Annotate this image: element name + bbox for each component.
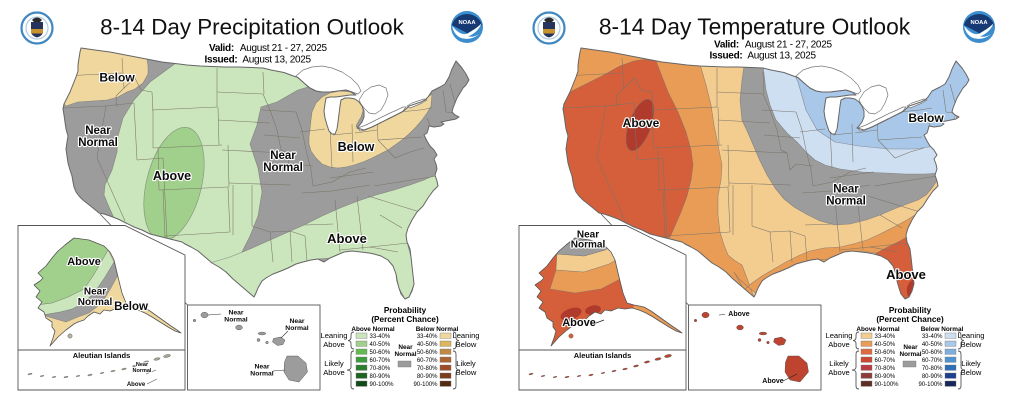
svg-text:Above: Above: [762, 378, 784, 385]
svg-text:Near: Near: [903, 344, 918, 351]
svg-text:Probability: Probability: [889, 306, 932, 315]
svg-text:Above: Above: [323, 340, 345, 349]
svg-text:Leaning: Leaning: [452, 331, 479, 340]
svg-text:Leaning: Leaning: [957, 331, 984, 340]
svg-text:Above: Above: [562, 317, 596, 329]
svg-text:33-40%: 33-40%: [875, 334, 896, 340]
svg-text:Below: Below: [961, 340, 982, 349]
svg-text:Normal: Normal: [133, 368, 152, 374]
svg-text:NOAA: NOAA: [970, 20, 988, 26]
svg-text:90-100%: 90-100%: [413, 382, 438, 388]
svg-text:(Percent Chance): (Percent Chance): [876, 315, 944, 324]
svg-text:70-80%: 70-80%: [875, 366, 896, 372]
svg-text:Above: Above: [828, 368, 850, 377]
svg-text:Valid:August 21 - 27, 2025: Valid: August 21 - 27, 2025: [714, 40, 832, 51]
svg-text:Above: Above: [728, 311, 750, 318]
svg-text:Below: Below: [961, 368, 982, 377]
svg-text:Normal: Normal: [78, 297, 113, 308]
svg-text:(Percent Chance): (Percent Chance): [371, 315, 439, 324]
svg-text:Below: Below: [114, 301, 148, 313]
svg-text:Above: Above: [327, 231, 367, 246]
svg-text:Normal: Normal: [826, 196, 866, 208]
svg-text:Normal: Normal: [250, 371, 274, 378]
svg-text:Above: Above: [886, 267, 926, 282]
svg-text:33-40%: 33-40%: [417, 334, 438, 340]
svg-text:33-40%: 33-40%: [370, 334, 391, 340]
svg-text:80-90%: 80-90%: [875, 374, 896, 380]
svg-text:Likely: Likely: [961, 359, 981, 368]
svg-text:70-80%: 70-80%: [922, 366, 943, 372]
svg-text:Likely: Likely: [456, 359, 476, 368]
svg-text:50-60%: 50-60%: [922, 350, 943, 356]
svg-text:Normal: Normal: [263, 162, 303, 174]
svg-text:NOAA: NOAA: [458, 20, 476, 26]
svg-text:Near: Near: [254, 364, 269, 371]
svg-text:50-60%: 50-60%: [875, 350, 896, 356]
svg-text:60-70%: 60-70%: [922, 358, 943, 364]
svg-text:Near: Near: [289, 318, 304, 325]
svg-text:8-14 Day Temperature Outlook: 8-14 Day Temperature Outlook: [599, 14, 911, 40]
svg-text:Normal: Normal: [571, 240, 606, 251]
svg-text:Normal: Normal: [394, 351, 416, 358]
svg-text:Above: Above: [153, 169, 191, 183]
svg-text:Above: Above: [828, 340, 850, 349]
svg-text:Below: Below: [456, 340, 477, 349]
svg-text:90-100%: 90-100%: [370, 382, 395, 388]
svg-text:90-100%: 90-100%: [875, 382, 900, 388]
svg-text:33-40%: 33-40%: [922, 334, 943, 340]
svg-text:80-90%: 80-90%: [417, 374, 438, 380]
svg-text:60-70%: 60-70%: [417, 358, 438, 364]
svg-text:40-50%: 40-50%: [370, 342, 391, 348]
svg-text:Likely: Likely: [829, 359, 849, 368]
svg-text:80-90%: 80-90%: [922, 374, 943, 380]
svg-text:Near: Near: [228, 310, 243, 317]
svg-text:40-50%: 40-50%: [922, 342, 943, 348]
svg-text:Below: Below: [908, 111, 944, 125]
svg-text:Near: Near: [84, 287, 106, 298]
svg-text:Below: Below: [338, 140, 375, 154]
svg-text:Below: Below: [99, 71, 135, 85]
svg-text:Near: Near: [833, 184, 859, 196]
svg-text:Near: Near: [85, 125, 111, 137]
svg-text:60-70%: 60-70%: [875, 358, 896, 364]
svg-text:Above: Above: [67, 256, 101, 268]
svg-text:Leaning: Leaning: [825, 331, 852, 340]
svg-text:Leaning: Leaning: [320, 331, 347, 340]
svg-text:50-60%: 50-60%: [370, 350, 391, 356]
svg-text:60-70%: 60-70%: [370, 358, 391, 364]
svg-text:70-80%: 70-80%: [370, 366, 391, 372]
svg-text:Above: Above: [323, 368, 345, 377]
svg-text:Near: Near: [398, 344, 413, 351]
svg-text:Below: Below: [456, 368, 477, 377]
svg-text:Probability: Probability: [384, 306, 427, 315]
svg-text:40-50%: 40-50%: [417, 342, 438, 348]
svg-text:Above: Above: [127, 382, 146, 388]
svg-text:Normal: Normal: [224, 317, 248, 324]
svg-text:70-80%: 70-80%: [417, 366, 438, 372]
svg-text:80-90%: 80-90%: [370, 374, 391, 380]
svg-text:40-50%: 40-50%: [875, 342, 896, 348]
svg-text:Below Normal: Below Normal: [921, 326, 964, 333]
svg-text:Near: Near: [270, 150, 296, 162]
svg-text:Aleutian Islands: Aleutian Islands: [73, 351, 131, 360]
svg-text:Normal: Normal: [285, 325, 309, 332]
svg-text:Aleutian Islands: Aleutian Islands: [574, 351, 632, 360]
svg-text:Above Normal: Above Normal: [856, 326, 900, 333]
svg-text:Near: Near: [577, 230, 599, 241]
svg-text:Above: Above: [623, 116, 660, 130]
svg-text:Issued:August 13, 2025: Issued: August 13, 2025: [205, 55, 312, 66]
svg-text:Below Normal: Below Normal: [416, 326, 459, 333]
svg-text:Normal: Normal: [78, 137, 118, 149]
svg-text:8-14 Day Precipitation Outlook: 8-14 Day Precipitation Outlook: [100, 15, 404, 40]
svg-text:Likely: Likely: [324, 359, 344, 368]
svg-text:50-60%: 50-60%: [417, 350, 438, 356]
svg-text:Valid:August 21 - 27, 2025: Valid: August 21 - 27, 2025: [209, 43, 327, 54]
svg-text:Normal: Normal: [899, 351, 921, 358]
svg-text:Issued:August 13, 2025: Issued: August 13, 2025: [710, 51, 817, 62]
svg-text:Near: Near: [136, 362, 149, 368]
svg-text:Above Normal: Above Normal: [351, 326, 395, 333]
svg-text:90-100%: 90-100%: [918, 382, 943, 388]
